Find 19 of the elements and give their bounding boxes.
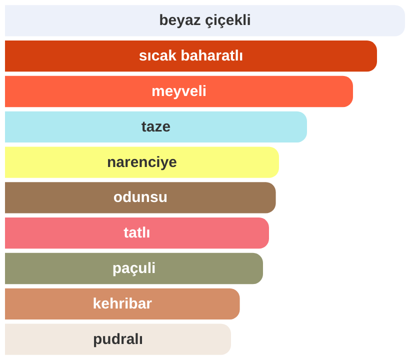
y-tick-label: taze — [141, 118, 171, 136]
bar — [5, 324, 231, 355]
y-tick-label: narenciye — [106, 154, 178, 171]
bar — [5, 76, 353, 108]
bar — [5, 182, 276, 214]
bar — [5, 218, 269, 249]
y-tick-label: pudralı — [92, 330, 144, 348]
y-tick-label: tatlı — [124, 224, 150, 242]
bar — [5, 146, 279, 178]
y-tick-label: paçuli — [112, 260, 156, 277]
bar — [5, 288, 240, 320]
y-tick-label: meyveli — [151, 83, 207, 100]
bar — [5, 40, 377, 72]
y-tick-label: beyaz çiçekli — [159, 12, 251, 30]
y-tick-label: odunsu — [113, 189, 168, 206]
bar — [5, 252, 263, 284]
bar — [5, 111, 307, 142]
y-tick-label: sıcak baharatlı — [138, 48, 244, 65]
y-tick-label: kehribar — [92, 295, 152, 312]
